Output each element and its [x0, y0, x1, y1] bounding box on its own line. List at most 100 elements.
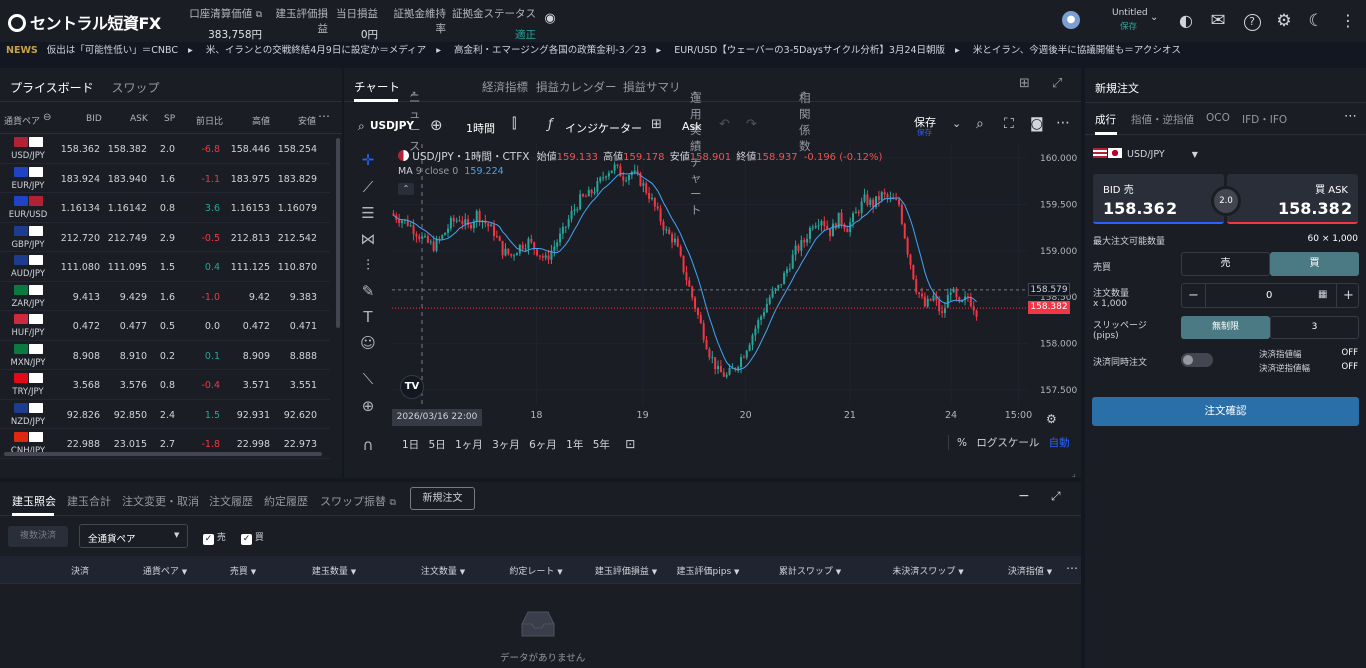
range-1y[interactable]: 1年: [566, 439, 584, 451]
bid-value[interactable]: 158.362: [60, 144, 100, 155]
save-button[interactable]: 保存: [914, 116, 936, 129]
order-confirm-button[interactable]: 注文確認: [1092, 397, 1359, 426]
bid-value[interactable]: 0.472: [72, 321, 100, 332]
indicator-icon[interactable]: ƒ: [548, 117, 553, 132]
price-row[interactable]: EUR/JPY 183.924 183.940 1.6 -1.1 183.975 183.8…: [0, 164, 330, 193]
news-item[interactable]: 米、イランとの交戦終結4月9日に設定か＝メディア: [205, 45, 427, 56]
plus-button[interactable]: +: [1336, 284, 1360, 307]
candle-type-icon[interactable]: ⫿: [512, 116, 517, 132]
bid-value[interactable]: 92.826: [66, 409, 100, 421]
bid-value[interactable]: 183.924: [60, 173, 100, 185]
brush-icon[interactable]: ✎: [361, 282, 375, 300]
ask-value[interactable]: 212.749: [107, 232, 147, 244]
copy-icon[interactable]: ⧉: [255, 10, 262, 20]
more-horizontal-icon[interactable]: ⋯: [318, 109, 330, 123]
gear-icon[interactable]: ⚙: [1276, 11, 1292, 31]
ask-value[interactable]: 1.16142: [107, 203, 147, 214]
column-header-pair[interactable]: 通貨ペア: [4, 117, 41, 127]
prediction-icon[interactable]: ⫶: [366, 256, 370, 274]
column-header-change[interactable]: 前日比: [196, 117, 224, 127]
tab-positions[interactable]: 建玉照会: [12, 495, 56, 508]
range-5d[interactable]: 5日: [428, 439, 446, 451]
tab-position-totals[interactable]: 建玉合計: [67, 495, 111, 508]
column-header[interactable]: 建玉評価pips ▼: [676, 567, 740, 577]
eye-icon[interactable]: ◉: [544, 11, 556, 26]
ask-value[interactable]: 3.576: [119, 380, 147, 391]
minus-button[interactable]: −: [1182, 284, 1206, 307]
brand-logo[interactable]: セントラル短資FX: [8, 10, 161, 34]
vertical-scrollbar[interactable]: [336, 138, 340, 328]
range-3m[interactable]: 3ヶ月: [492, 439, 520, 451]
bid-value[interactable]: 3.568: [72, 380, 100, 391]
chevron-down-icon[interactable]: ⌄: [952, 117, 962, 130]
price-row[interactable]: NZD/JPY 92.826 92.850 2.4 1.5 92.931 92.620: [0, 400, 330, 429]
news-item[interactable]: EUR/USD【ウェーバーの3-5Daysサイクル分析】3月24日朝版: [674, 45, 946, 56]
bid-value[interactable]: 111.080: [60, 262, 100, 273]
symbol-search[interactable]: USDJPY: [370, 120, 415, 132]
tab-market[interactable]: 成行: [1095, 114, 1116, 126]
globe-icon[interactable]: ◐: [1179, 11, 1193, 30]
column-header-sp[interactable]: SP: [164, 114, 176, 124]
range-6m[interactable]: 6ヶ月: [529, 439, 557, 451]
tab-fill-history[interactable]: 約定履歴: [264, 495, 308, 508]
bid-sell-box[interactable]: BID 売 158.36 2: [1093, 174, 1224, 224]
log-scale-toggle[interactable]: ログスケール: [976, 437, 1040, 449]
expand-icon[interactable]: ⤢: [1052, 76, 1063, 91]
price-row[interactable]: TRY/JPY 3.568 3.576 0.8 -0.4 3.571 3.551: [0, 370, 330, 400]
range-1d[interactable]: 1日: [402, 439, 420, 451]
price-row[interactable]: GBP/JPY 212.720 212.749 2.9 -0.5 212.813 212.5…: [0, 223, 330, 252]
pattern-icon[interactable]: ⋈: [360, 230, 376, 248]
fib-icon[interactable]: ☰: [361, 204, 375, 222]
column-header[interactable]: 決済: [70, 567, 90, 577]
help-icon[interactable]: ?: [1242, 11, 1262, 31]
tab-ifd-ifo[interactable]: IFD・IFO: [1242, 114, 1288, 126]
fullscreen-icon[interactable]: ⛶: [1004, 116, 1014, 132]
tab-oco[interactable]: OCO: [1206, 112, 1230, 124]
price-row[interactable]: EUR/USD 1.16134 1.16142 0.8 3.6 1.16153 1.1607…: [0, 193, 330, 223]
pair-selector[interactable]: USD/JPY ▼: [1093, 148, 1198, 160]
timezone-settings-icon[interactable]: ⚙: [1046, 412, 1057, 426]
camera-icon[interactable]: ◙: [1030, 116, 1044, 132]
bid-value[interactable]: 8.908: [72, 350, 100, 362]
buy-checkbox[interactable]: ✓ 買: [241, 533, 264, 545]
indicator-button[interactable]: インジケーター: [565, 122, 642, 135]
price-row[interactable]: AUD/JPY 111.080 111.095 1.5 0.4 111.125 110.87…: [0, 252, 330, 282]
bid-value[interactable]: 9.413: [72, 291, 100, 303]
price-row[interactable]: ZAR/JPY 9.413 9.429 1.6 -1.0 9.42 9.383: [0, 282, 330, 311]
news-item[interactable]: 米とイラン、今週後半に協議開催も＝アクシオス: [972, 45, 1181, 56]
magnet-icon[interactable]: ∩: [362, 436, 374, 454]
moon-icon[interactable]: ☾: [1308, 11, 1324, 31]
price-row[interactable]: HUF/JPY 0.472 0.477 0.5 0.0 0.472 0.471: [0, 311, 330, 341]
column-header[interactable]: 決済指値 ▼: [1007, 567, 1053, 577]
tab-order-changes[interactable]: 注文変更・取消: [122, 495, 199, 508]
column-header[interactable]: 約定レート ▼: [509, 567, 563, 577]
ask-value[interactable]: 9.429: [119, 291, 147, 303]
price-row[interactable]: USD/JPY 158.362 158.382 2.0 -6.8 158.446 158.2…: [0, 134, 330, 164]
slippage-input[interactable]: 3: [1270, 316, 1359, 339]
new-order-button[interactable]: 新規注文: [410, 487, 475, 510]
column-header-high[interactable]: 高値: [252, 117, 271, 127]
tab-chart[interactable]: チャート: [354, 80, 400, 94]
tab-swap[interactable]: スワップ: [111, 81, 160, 95]
tab-economic-indicators[interactable]: 経済指標: [482, 80, 528, 94]
range-1m[interactable]: 1ヶ月: [455, 439, 483, 451]
templates-icon[interactable]: ⊞: [651, 117, 662, 132]
zoom-search-icon[interactable]: ⌕: [976, 116, 984, 132]
column-header[interactable]: 注文数量 ▼: [420, 567, 466, 577]
resize-handle-icon[interactable]: ⌟: [1072, 469, 1076, 478]
sell-side-button[interactable]: 売: [1181, 252, 1270, 276]
trend-line-icon[interactable]: ⟋: [362, 178, 374, 196]
sort-icon[interactable]: ⊖: [43, 112, 52, 123]
crosshair-icon[interactable]: ✛: [361, 151, 375, 169]
tab-pl-summary[interactable]: 損益サマリ: [623, 80, 681, 94]
price-row[interactable]: MXN/JPY 8.908 8.910 0.2 0.1 8.909 8.888: [0, 341, 330, 370]
qty-input[interactable]: 0: [1266, 290, 1273, 301]
goto-date-icon[interactable]: ⊡: [625, 437, 636, 451]
ask-value[interactable]: 183.940: [107, 173, 147, 185]
ask-value[interactable]: 8.910: [119, 350, 147, 362]
more-vertical-icon[interactable]: ⋮: [1340, 11, 1356, 30]
undo-icon[interactable]: ↶: [719, 117, 730, 132]
more-horizontal-icon[interactable]: ⋯: [1066, 561, 1078, 575]
expand-icon[interactable]: ⤢: [1051, 489, 1061, 503]
interval-select[interactable]: 1時間: [466, 122, 495, 135]
